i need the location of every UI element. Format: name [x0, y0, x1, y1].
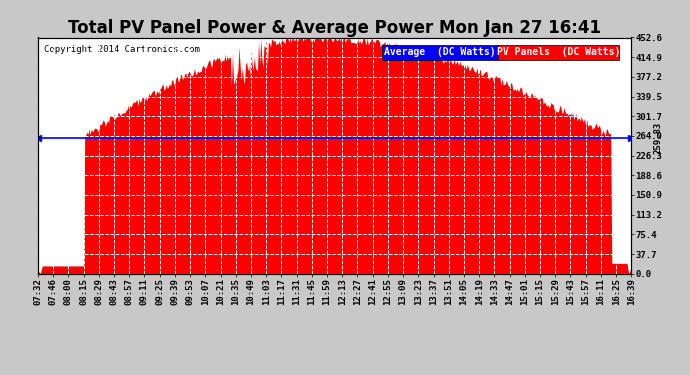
Text: 259.83: 259.83 [653, 122, 662, 154]
Text: PV Panels  (DC Watts): PV Panels (DC Watts) [497, 47, 620, 57]
FancyBboxPatch shape [497, 45, 620, 60]
Text: Average  (DC Watts): Average (DC Watts) [384, 47, 495, 57]
Text: Copyright 2014 Cartronics.com: Copyright 2014 Cartronics.com [44, 45, 200, 54]
Title: Total PV Panel Power & Average Power Mon Jan 27 16:41: Total PV Panel Power & Average Power Mon… [68, 20, 601, 38]
FancyBboxPatch shape [382, 45, 497, 60]
